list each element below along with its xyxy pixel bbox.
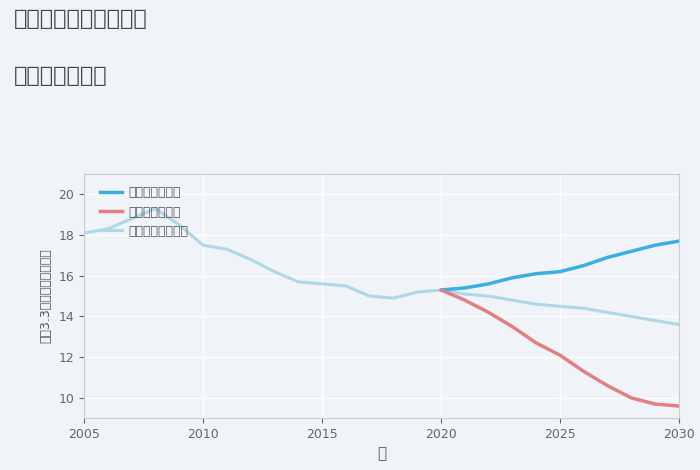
ノーマルシナリオ: [175, 222, 183, 227]
バッドシナリオ: [627, 395, 636, 401]
バッドシナリオ: [603, 383, 612, 389]
X-axis label: 年: 年: [377, 446, 386, 462]
ノーマルシナリオ: [580, 306, 588, 311]
バッドシナリオ: [484, 310, 493, 315]
ノーマルシナリオ: [508, 298, 517, 303]
ノーマルシナリオ: [437, 287, 445, 293]
ノーマルシナリオ: [223, 246, 231, 252]
グッドシナリオ: [437, 287, 445, 293]
Line: バッドシナリオ: バッドシナリオ: [441, 290, 679, 406]
ノーマルシナリオ: [389, 295, 398, 301]
ノーマルシナリオ: [365, 293, 374, 299]
バッドシナリオ: [532, 340, 540, 346]
ノーマルシナリオ: [151, 206, 160, 212]
ノーマルシナリオ: [104, 226, 112, 232]
グッドシナリオ: [556, 269, 564, 274]
ノーマルシナリオ: [294, 279, 302, 285]
ノーマルシナリオ: [246, 257, 255, 262]
グッドシナリオ: [580, 263, 588, 268]
グッドシナリオ: [461, 285, 469, 291]
グッドシナリオ: [508, 275, 517, 281]
ノーマルシナリオ: [627, 313, 636, 319]
Line: グッドシナリオ: グッドシナリオ: [441, 241, 679, 290]
ノーマルシナリオ: [318, 281, 326, 287]
バッドシナリオ: [651, 401, 659, 407]
ノーマルシナリオ: [127, 216, 136, 221]
Legend: グッドシナリオ, バッドシナリオ, ノーマルシナリオ: グッドシナリオ, バッドシナリオ, ノーマルシナリオ: [96, 182, 192, 242]
グッドシナリオ: [651, 243, 659, 248]
ノーマルシナリオ: [80, 230, 88, 236]
バッドシナリオ: [437, 287, 445, 293]
ノーマルシナリオ: [556, 304, 564, 309]
ノーマルシナリオ: [199, 243, 207, 248]
グッドシナリオ: [675, 238, 683, 244]
ノーマルシナリオ: [413, 289, 421, 295]
バッドシナリオ: [675, 403, 683, 409]
Text: 土地の価格推移: 土地の価格推移: [14, 66, 108, 86]
Y-axis label: 坪（3.3㎡）単価（万円）: 坪（3.3㎡）単価（万円）: [40, 249, 52, 344]
ノーマルシナリオ: [532, 301, 540, 307]
バッドシナリオ: [580, 368, 588, 374]
Text: 三重県松阪市肥留町の: 三重県松阪市肥留町の: [14, 9, 148, 30]
ノーマルシナリオ: [342, 283, 350, 289]
ノーマルシナリオ: [675, 322, 683, 328]
グッドシナリオ: [532, 271, 540, 276]
バッドシナリオ: [556, 352, 564, 358]
ノーマルシナリオ: [461, 291, 469, 297]
バッドシナリオ: [508, 324, 517, 329]
ノーマルシナリオ: [270, 269, 279, 274]
グッドシナリオ: [484, 281, 493, 287]
バッドシナリオ: [461, 298, 469, 303]
ノーマルシナリオ: [484, 293, 493, 299]
ノーマルシナリオ: [603, 310, 612, 315]
グッドシナリオ: [627, 249, 636, 254]
ノーマルシナリオ: [651, 318, 659, 323]
グッドシナリオ: [603, 255, 612, 260]
Line: ノーマルシナリオ: ノーマルシナリオ: [84, 209, 679, 325]
